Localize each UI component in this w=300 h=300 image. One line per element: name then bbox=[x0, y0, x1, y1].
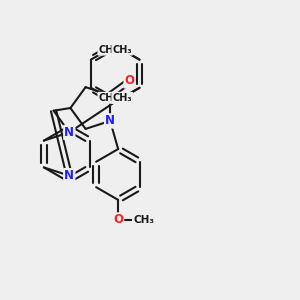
Text: N: N bbox=[64, 169, 74, 182]
Text: CH₃: CH₃ bbox=[98, 93, 118, 103]
Text: CH₃: CH₃ bbox=[112, 93, 132, 103]
Text: CH₃: CH₃ bbox=[112, 45, 132, 55]
Text: O: O bbox=[124, 74, 135, 88]
Text: CH₃: CH₃ bbox=[133, 215, 154, 225]
Text: N: N bbox=[64, 126, 74, 139]
Text: O: O bbox=[113, 214, 123, 226]
Text: CH₃: CH₃ bbox=[98, 45, 118, 55]
Text: N: N bbox=[105, 114, 115, 128]
